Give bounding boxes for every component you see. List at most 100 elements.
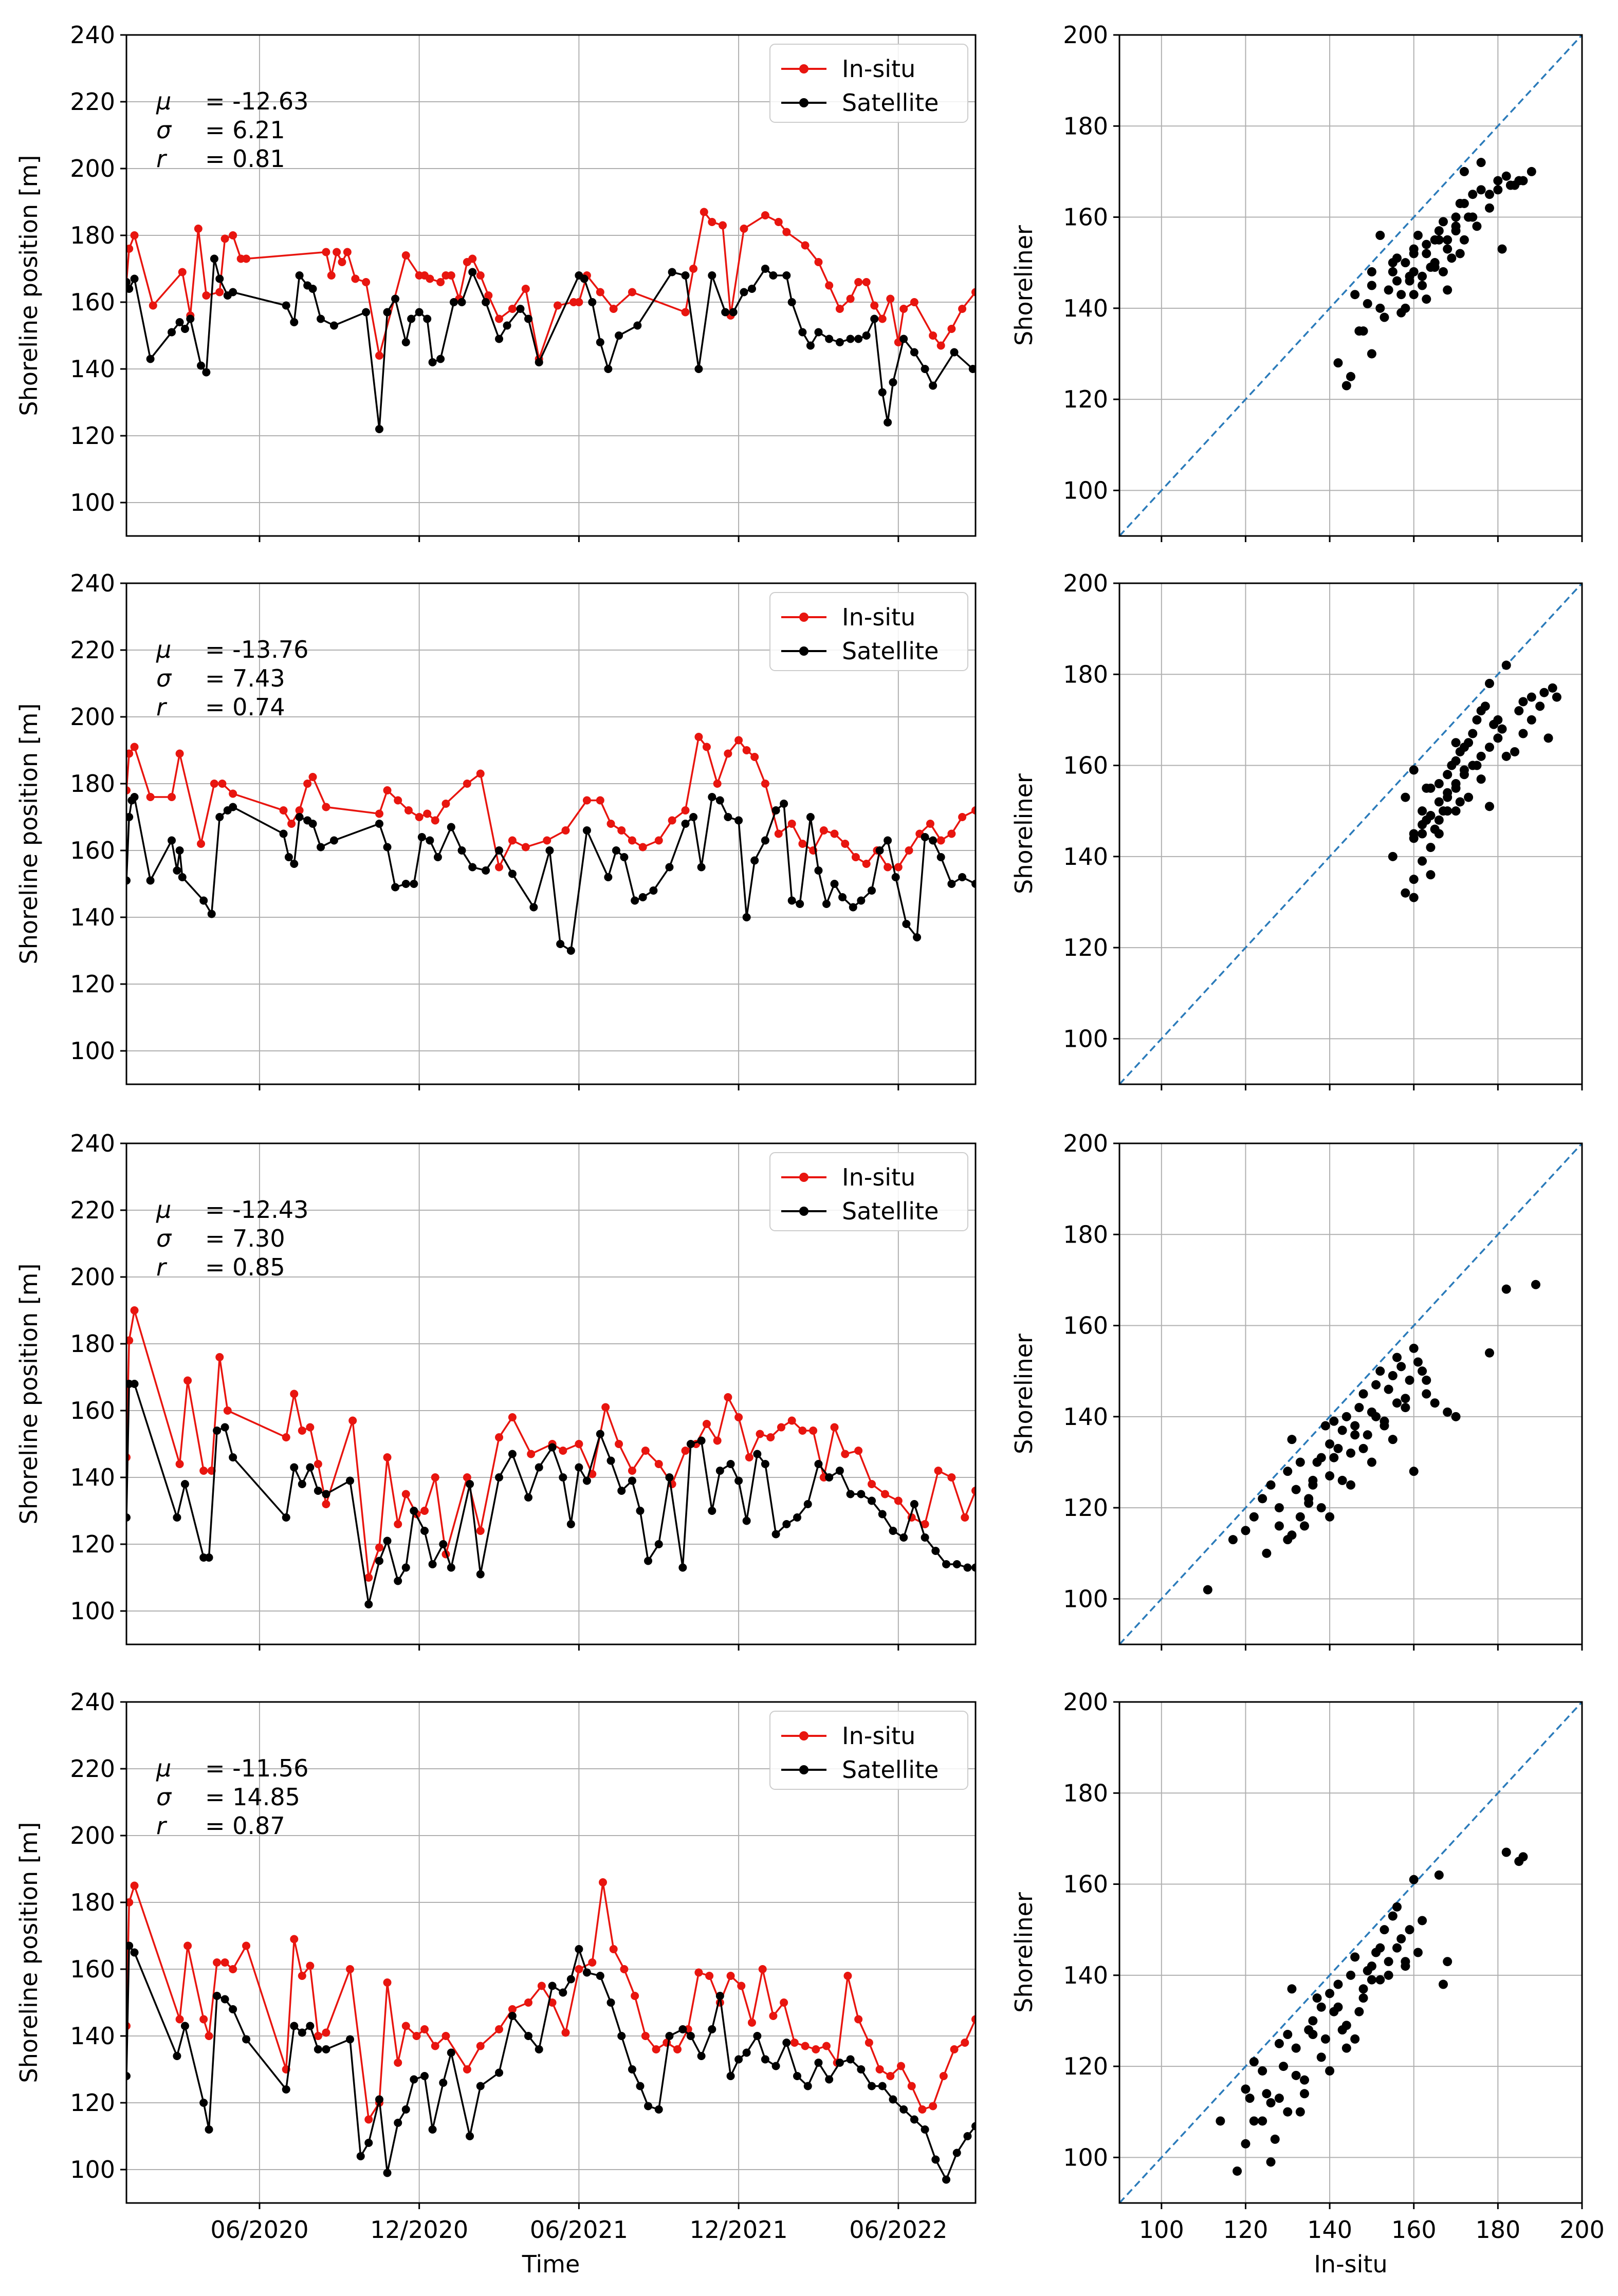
legend-swatch-marker xyxy=(799,1173,808,1182)
insitu-point xyxy=(178,268,187,276)
satellite-point xyxy=(742,913,751,921)
insitu-point xyxy=(734,736,743,745)
scatter-point xyxy=(1418,1916,1427,1925)
scatter-point xyxy=(1354,326,1364,336)
scatter-point xyxy=(1485,679,1494,688)
scatter-point xyxy=(1316,1503,1326,1513)
satellite-point xyxy=(202,368,211,377)
satellite-point xyxy=(771,806,780,814)
scatter-point xyxy=(1363,299,1372,308)
satellite-point xyxy=(878,388,887,397)
satellite-point xyxy=(284,853,293,861)
x-tick-label: 100 xyxy=(1139,2216,1184,2244)
scatter-4-frame xyxy=(1118,1701,1583,2204)
insitu-point xyxy=(896,2062,905,2070)
insitu-point xyxy=(961,2039,969,2047)
scatter-point xyxy=(1543,733,1553,743)
insitu-point xyxy=(641,1447,650,1455)
satellite-point xyxy=(708,2025,716,2033)
scatter-point xyxy=(1464,792,1474,802)
satellite-point xyxy=(929,381,937,390)
y-tick-label: 160 xyxy=(70,1955,115,1983)
insitu-point xyxy=(348,1416,357,1425)
satellite-point xyxy=(447,1563,455,1572)
insitu-point xyxy=(758,1965,767,1973)
y-tick-label: 200 xyxy=(70,703,115,731)
satellite-point xyxy=(524,314,532,323)
scatter-point xyxy=(1501,660,1511,670)
insitu-point xyxy=(298,1972,306,1980)
scatter-point xyxy=(1358,1443,1368,1453)
y-tick-label: 100 xyxy=(1063,1025,1108,1052)
stat-value-mu: = -12.43 xyxy=(205,1196,308,1224)
legend-label: In-situ xyxy=(842,603,915,631)
insitu-point xyxy=(830,829,839,838)
y-tick-label: 100 xyxy=(70,489,115,516)
scatter-point xyxy=(1241,1526,1251,1535)
insitu-point xyxy=(327,271,336,280)
insitu-point xyxy=(364,2115,373,2124)
insitu-point xyxy=(713,780,722,788)
insitu-point xyxy=(447,271,455,280)
satellite-point xyxy=(290,1463,299,1472)
insitu-point xyxy=(215,288,224,297)
scatter-point xyxy=(1518,697,1528,707)
scatter-point xyxy=(1274,1503,1284,1513)
scatter-point xyxy=(1468,190,1478,199)
insitu-point xyxy=(724,1393,732,1401)
insitu-point xyxy=(947,1473,956,1482)
scatter-point xyxy=(1396,290,1406,300)
insitu-point xyxy=(375,809,383,818)
y-axis-label: Shoreliner xyxy=(1010,1892,1038,2013)
insitu-point xyxy=(476,1527,485,1535)
scatter-point xyxy=(1443,806,1452,816)
satellite-point xyxy=(724,813,732,821)
satellite-point xyxy=(846,2055,855,2064)
satellite-point xyxy=(508,1450,517,1458)
insitu-point xyxy=(787,1416,796,1425)
scatter-point xyxy=(1451,756,1461,766)
insitu-point xyxy=(575,298,583,306)
satellite-point xyxy=(322,2045,330,2053)
satellite-point xyxy=(126,285,134,293)
x-tick-label: 06/2022 xyxy=(849,2216,947,2244)
scatter-point xyxy=(1304,1494,1314,1504)
satellite-point xyxy=(715,1467,724,1475)
insitu-point xyxy=(702,1420,711,1428)
insitu-point xyxy=(205,2032,213,2040)
insitu-point xyxy=(939,2072,948,2080)
scatter-point xyxy=(1476,158,1486,168)
x-axis-label: Time xyxy=(522,2250,580,2278)
insitu-point xyxy=(708,218,716,226)
scatter-point xyxy=(1392,276,1402,286)
satellite-point xyxy=(849,903,857,912)
scatter-point xyxy=(1552,692,1561,702)
satellite-point xyxy=(868,1496,876,1505)
insitu-point xyxy=(495,314,504,323)
scatter-point xyxy=(1380,1925,1389,1935)
y-axis-label: Shoreline position [m] xyxy=(15,1264,43,1525)
satellite-point xyxy=(178,873,187,881)
satellite-point xyxy=(721,308,730,317)
y-tick-label: 140 xyxy=(70,355,115,383)
insitu-point xyxy=(218,780,227,788)
satellite-point xyxy=(902,920,911,928)
insitu-point xyxy=(351,274,360,283)
satellite-point xyxy=(665,2032,674,2040)
satellite-point xyxy=(936,853,945,861)
satellite-point xyxy=(697,863,706,872)
insitu-point xyxy=(322,1500,330,1508)
scatter-point xyxy=(1367,1457,1376,1467)
scatter-point xyxy=(1388,1371,1398,1381)
scatter-point xyxy=(1459,770,1469,780)
scatter-point xyxy=(1535,701,1545,711)
scatter-point xyxy=(1451,779,1461,788)
satellite-point xyxy=(535,358,543,366)
scatter-point xyxy=(1472,715,1482,725)
insitu-point xyxy=(726,1972,735,1980)
satellite-point xyxy=(835,338,844,346)
y-axis-label: Shoreline position [m] xyxy=(15,1822,43,2083)
satellite-point xyxy=(329,321,338,330)
scatter-point xyxy=(1405,1375,1414,1385)
insitu-point xyxy=(401,2022,410,2030)
